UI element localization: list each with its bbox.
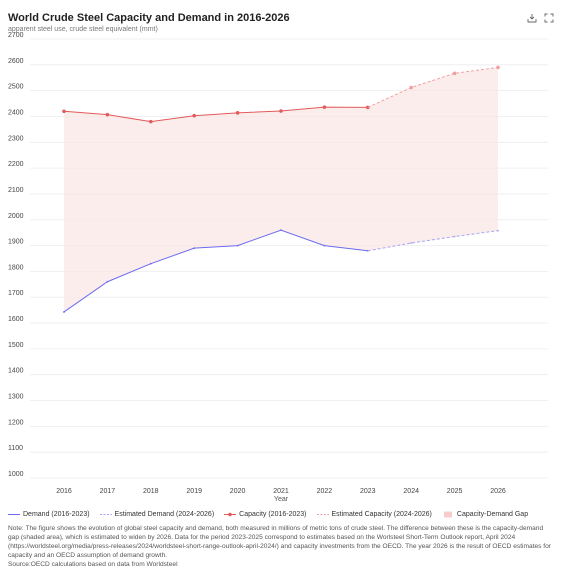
y-tick-label: 1900	[8, 239, 24, 246]
data-point	[453, 235, 456, 238]
y-tick-label: 1700	[8, 290, 24, 297]
legend-swatch	[8, 513, 20, 515]
data-point	[280, 229, 282, 231]
x-tick-label: 2022	[317, 488, 333, 495]
y-tick-label: 1200	[8, 419, 24, 426]
x-tick-label: 2024	[403, 488, 419, 495]
y-tick-label: 1500	[8, 342, 24, 349]
chart-toolbar	[526, 12, 554, 23]
x-tick-label: 2021	[273, 488, 289, 495]
download-icon	[527, 13, 536, 22]
data-point	[496, 65, 500, 70]
y-tick-label: 2200	[8, 161, 24, 168]
data-point	[62, 109, 66, 114]
legend-label: Estimated Demand (2024-2026)	[114, 510, 215, 518]
y-tick-label: 1800	[8, 264, 24, 271]
y-tick-label: 1600	[8, 316, 24, 323]
data-point	[149, 119, 153, 124]
y-tick-label: 2400	[8, 109, 24, 116]
data-point	[279, 109, 283, 113]
source-text: Source:OECD calculations based on data f…	[8, 561, 178, 568]
data-point	[106, 280, 109, 283]
x-tick-label: 2016	[56, 488, 72, 495]
data-point	[235, 111, 240, 115]
data-point	[322, 105, 327, 109]
y-tick-label: 2300	[8, 135, 24, 142]
chart-legend: Demand (2016-2023) Estimated Demand (2024…	[8, 508, 554, 520]
y-tick-label: 2000	[8, 213, 24, 220]
legend-label: Estimated Capacity (2024-2026)	[331, 510, 432, 518]
x-tick-label: 2018	[143, 488, 159, 495]
x-tick-label: 2020	[230, 488, 246, 495]
capacity-demand-gap-area	[64, 67, 498, 312]
data-point	[497, 229, 499, 232]
data-point	[236, 244, 239, 247]
download-button[interactable]	[526, 12, 537, 23]
series-line-estimated-capacity-2024-2026-	[367, 66, 499, 108]
chart-title: World Crude Steel Capacity and Demand in…	[8, 12, 290, 24]
y-tick-label: 2500	[8, 84, 24, 91]
x-axis-title: Year	[274, 496, 289, 503]
legend-swatch	[224, 512, 237, 516]
data-point	[149, 262, 152, 265]
data-point	[193, 247, 196, 250]
chart-note: Note: The figure shows the evolution of …	[8, 524, 554, 569]
data-point	[105, 112, 110, 117]
y-tick-label: 2100	[8, 187, 24, 194]
series-line-demand-2016-2023-	[63, 229, 368, 313]
data-point	[323, 244, 326, 247]
legend-item[interactable]: Estimated Capacity (2024-2026)	[316, 510, 432, 518]
fullscreen-icon	[544, 13, 553, 22]
x-tick-label: 2019	[186, 488, 202, 495]
y-tick-label: 2600	[8, 58, 24, 65]
y-tick-label: 1400	[8, 368, 24, 375]
x-tick-label: 2017	[100, 488, 116, 495]
y-tick-label: 1000	[8, 471, 24, 478]
legend-label: Capacity (2016-2023)	[239, 510, 307, 518]
y-tick-label: 1100	[8, 445, 23, 452]
chart-header: World Crude Steel Capacity and Demand in…	[8, 12, 554, 42]
legend-swatch	[99, 513, 112, 515]
chart-subtitle: apparent steel use, crude steel equivale…	[8, 26, 158, 33]
data-point	[409, 85, 414, 90]
data-point	[63, 311, 65, 313]
series-line-estimated-demand-2024-2026-	[367, 230, 499, 252]
legend-label: Capacity-Demand Gap	[456, 510, 529, 518]
legend-item[interactable]: Demand (2016-2023)	[8, 511, 90, 518]
data-point	[192, 113, 196, 118]
x-tick-label: 2025	[447, 488, 463, 495]
chart-canvas: 1000 1100 1200 1300 1400 1500 1600 1700 1800 1900…	[8, 32, 548, 503]
legend-item[interactable]: Capacity-Demand Gap	[442, 511, 528, 518]
legend-swatch	[316, 513, 329, 515]
note-text: Note: The figure shows the evolution of …	[8, 525, 552, 559]
x-tick-label: 2023	[360, 488, 376, 495]
legend-item[interactable]: Capacity (2016-2023)	[224, 510, 307, 518]
legend-item[interactable]: Estimated Demand (2024-2026)	[99, 510, 215, 518]
data-point	[410, 242, 413, 244]
series-line-capacity-2016-2023-	[63, 106, 368, 123]
fullscreen-button[interactable]	[543, 12, 554, 23]
y-tick-label: 2700	[8, 32, 24, 39]
data-point	[452, 71, 457, 76]
legend-label: Demand (2016-2023)	[23, 510, 90, 518]
x-tick-label: 2026	[490, 488, 506, 495]
y-tick-label: 1300	[8, 394, 24, 401]
legend-swatch	[443, 511, 452, 517]
